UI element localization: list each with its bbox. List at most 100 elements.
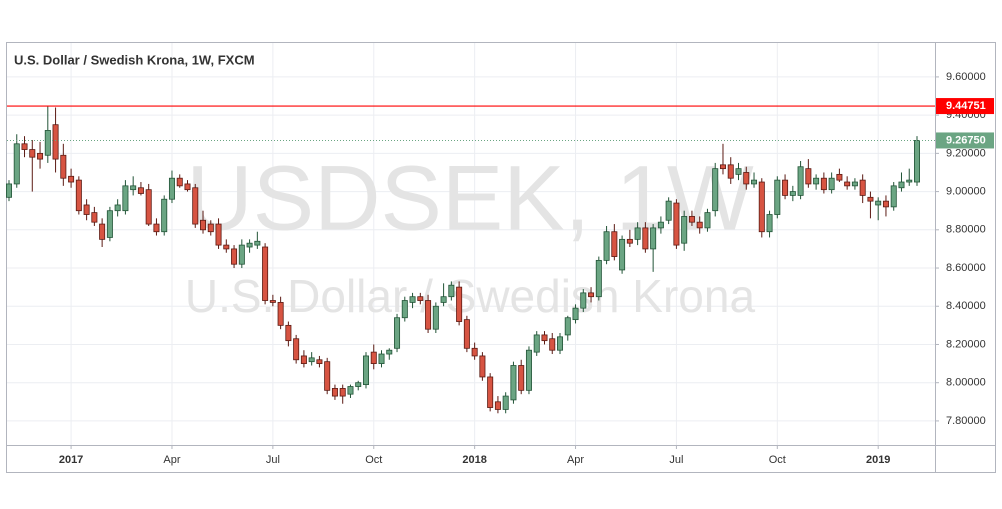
candle-body [106, 210, 113, 238]
candle-body [114, 204, 121, 212]
candle-body [719, 164, 726, 170]
x-tick-label: Jul [669, 454, 683, 466]
x-tick-label: 2018 [462, 454, 486, 466]
candle-body [91, 212, 98, 223]
candle-body [168, 177, 175, 200]
y-tick-label: 8.20000 [946, 338, 986, 350]
candle-body [456, 286, 463, 322]
candle-body [285, 324, 292, 342]
candle-body [882, 200, 889, 208]
candle-body [308, 357, 315, 363]
candle-body [510, 365, 517, 401]
last-price-label: 9.26750 [946, 134, 986, 146]
candle-body [588, 292, 595, 298]
candle-body [603, 231, 610, 261]
candle-body [859, 179, 866, 196]
y-tick-label: 8.00000 [946, 377, 986, 389]
candle-body [355, 382, 362, 387]
price-line-label: 9.44751 [946, 100, 986, 112]
candle-body [549, 338, 556, 351]
x-tick-label: Oct [769, 454, 786, 466]
candle-body [440, 296, 447, 303]
candle-body [898, 181, 905, 189]
candle-body [494, 401, 501, 410]
chart-frame [6, 42, 996, 473]
candle-body [60, 154, 67, 179]
candle-body [238, 244, 245, 265]
candle-body [851, 181, 858, 187]
y-tick-label: 8.80000 [946, 224, 986, 236]
candle-body [533, 334, 540, 353]
candle-body [293, 338, 300, 361]
candle-body [262, 246, 269, 301]
candle-body [184, 183, 191, 191]
candle-body [557, 336, 564, 351]
candle-body [914, 140, 921, 183]
candle-body [401, 300, 408, 319]
candle-body [673, 202, 680, 246]
candle-body [626, 238, 633, 244]
candle-body [867, 196, 874, 202]
candle-body [176, 177, 183, 187]
candle-body [316, 359, 323, 364]
candle-body [122, 185, 129, 212]
candle-body [681, 216, 688, 244]
price-line-label-box [936, 98, 994, 115]
candle-body [595, 259, 602, 298]
candle-body [200, 219, 207, 231]
candle-body [161, 198, 168, 233]
candle-body [890, 185, 897, 208]
x-tick-label: Apr [163, 454, 180, 466]
candle-body [525, 349, 532, 391]
candle-body [207, 223, 214, 233]
candle-body [432, 305, 439, 330]
candle-body [642, 227, 649, 250]
x-tick-label: Oct [365, 454, 382, 466]
candle-body [394, 317, 401, 349]
candle-body [704, 212, 711, 229]
candle-body [634, 227, 641, 240]
candle-body [417, 296, 424, 301]
candle-body [813, 177, 820, 185]
candle-body [502, 395, 509, 410]
candle-body [44, 130, 51, 156]
candle-body [13, 143, 20, 185]
candle-body [836, 173, 843, 181]
candle-body [875, 200, 882, 206]
candle-body [215, 223, 222, 246]
candle-body [75, 179, 82, 212]
candle-body [37, 152, 44, 160]
chart-title: U.S. Dollar / Swedish Krona, 1W, FXCM [14, 52, 255, 67]
candle-body [409, 296, 416, 303]
y-tick-label: 9.60000 [946, 71, 986, 83]
x-tick-label: Apr [567, 454, 584, 466]
candle-body [425, 300, 432, 330]
candle-body [52, 124, 59, 160]
candle-body [650, 227, 657, 250]
candle-body [797, 166, 804, 196]
candle-body [665, 200, 672, 221]
candle-body [758, 181, 765, 233]
candle-body [611, 231, 618, 257]
candle-body [29, 149, 36, 158]
candle-body [844, 181, 851, 187]
watermark-subtitle: U.S. Dollar / Swedish Krona [185, 270, 756, 322]
candle-body [789, 191, 796, 196]
candle-body [906, 179, 913, 183]
candle-body [696, 221, 703, 229]
candle-body [564, 317, 571, 336]
candle-body [782, 179, 789, 196]
candle-body [192, 187, 199, 225]
candle-body [130, 185, 137, 191]
candle-body [735, 168, 742, 175]
x-tick-label: 2019 [866, 454, 890, 466]
x-tick-label: Jul [266, 454, 280, 466]
candle-body [362, 355, 369, 386]
candle-body [269, 300, 276, 303]
y-tick-label: 9.20000 [946, 147, 986, 159]
candle-body [324, 361, 331, 391]
candle-body [223, 244, 230, 250]
candle-body [370, 351, 377, 364]
candle-body [231, 248, 238, 265]
